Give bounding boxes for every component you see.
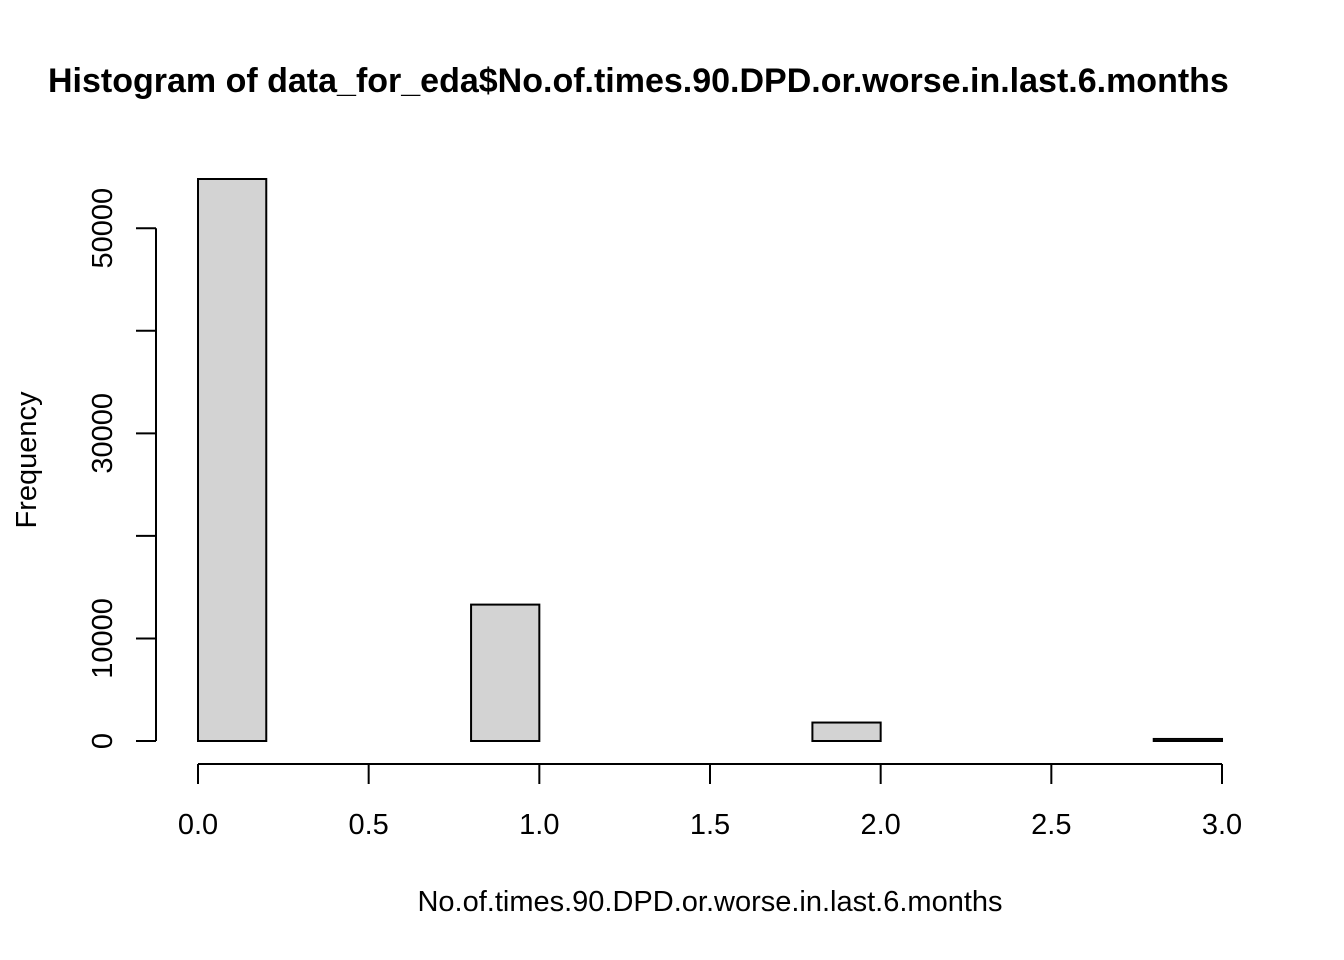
histogram-bar — [811, 721, 882, 743]
x-tick-label: 2.5 — [1031, 809, 1071, 841]
y-tick-label: 30000 — [87, 393, 119, 474]
chart-title: Histogram of data_for_eda$No.of.times.90… — [48, 62, 1229, 100]
y-axis: 0 10000 30000 50000 — [87, 188, 157, 749]
x-axis: 0.0 0.5 1.0 1.5 2.0 2.5 3.0 — [178, 763, 1242, 841]
histogram-bar — [1152, 737, 1223, 743]
y-tick-label: 0 — [87, 733, 119, 749]
x-tick-label: 1.0 — [519, 809, 559, 841]
histogram-bar — [470, 603, 541, 742]
x-tick-label: 0.5 — [349, 809, 389, 841]
x-axis-label: No.of.times.90.DPD.or.worse.in.last.6.mo… — [417, 886, 1002, 918]
x-tick-label: 1.5 — [690, 809, 730, 841]
x-tick-label: 0.0 — [178, 809, 218, 841]
y-tick-label: 10000 — [87, 598, 119, 679]
y-tick-label: 50000 — [87, 188, 119, 269]
bars-group — [197, 178, 1223, 743]
x-tick-label: 3.0 — [1202, 809, 1242, 841]
y-axis-label: Frequency — [11, 391, 43, 529]
histogram-bar — [197, 178, 268, 742]
x-tick-label: 2.0 — [861, 809, 901, 841]
